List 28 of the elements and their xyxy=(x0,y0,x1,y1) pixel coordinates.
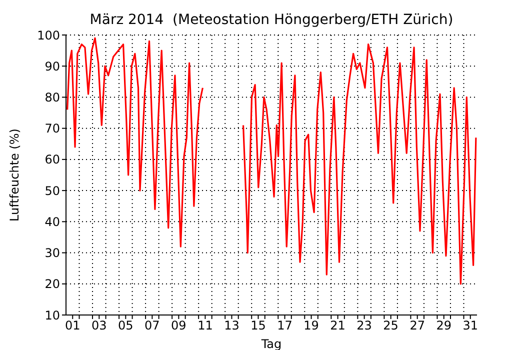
y-tick-label: 90 xyxy=(44,59,60,74)
y-tick-label: 20 xyxy=(44,277,60,292)
y-tick-label: 100 xyxy=(37,28,60,42)
x-tick-label: 29 xyxy=(436,318,452,333)
x-tick-label: 19 xyxy=(304,318,319,333)
y-tick-label: 80 xyxy=(44,90,60,104)
x-tick-label: 13 xyxy=(224,318,240,333)
x-tick-label: 09 xyxy=(171,318,186,333)
x-tick-label: 11 xyxy=(198,318,213,333)
x-tick-label: 25 xyxy=(383,318,398,333)
x-tick-label: 21 xyxy=(330,318,346,333)
x-tick-label: 15 xyxy=(250,318,266,333)
y-tick-label: 40 xyxy=(44,214,60,229)
chart-title: März 2014 (Meteostation Hönggerberg/ETH Zürich) xyxy=(88,12,454,28)
x-tick-label: 23 xyxy=(356,318,372,333)
y-axis-title: Luftfeuchte (%) xyxy=(7,128,22,222)
x-tick-label: 07 xyxy=(144,318,160,333)
x-tick-label: 01 xyxy=(64,318,80,333)
y-tick-label: 50 xyxy=(44,184,60,198)
x-tick-label: 05 xyxy=(118,318,134,333)
x-tick-label: 31 xyxy=(462,318,478,333)
y-tick-label: 10 xyxy=(44,308,60,322)
x-tick-label: 03 xyxy=(92,318,107,333)
y-tick-label: 70 xyxy=(44,122,60,136)
x-tick-label: 27 xyxy=(410,318,425,333)
x-tick-label: 17 xyxy=(277,318,292,333)
y-tick-label: 30 xyxy=(44,246,60,260)
y-tick-label: 60 xyxy=(44,152,60,167)
